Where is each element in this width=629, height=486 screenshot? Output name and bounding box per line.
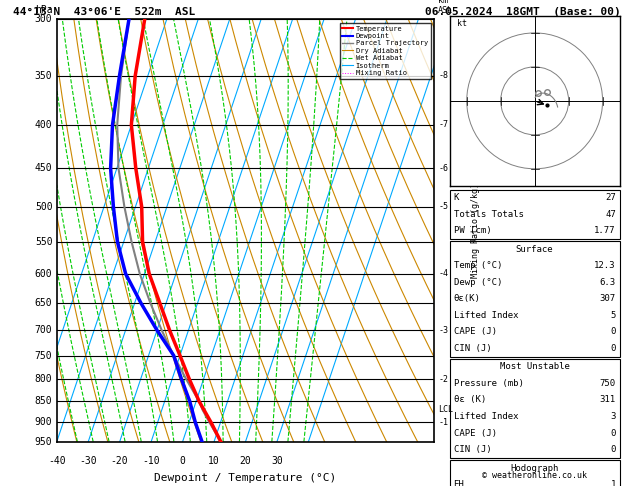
Text: 10: 10 xyxy=(208,456,220,466)
Text: 06.05.2024  18GMT  (Base: 00): 06.05.2024 18GMT (Base: 00) xyxy=(425,7,620,17)
Text: Most Unstable: Most Unstable xyxy=(499,363,570,371)
Text: 750: 750 xyxy=(35,350,52,361)
Text: 44°13'N  43°06'E  522m  ASL: 44°13'N 43°06'E 522m ASL xyxy=(13,7,195,17)
Text: Hodograph: Hodograph xyxy=(511,464,559,472)
Text: 0: 0 xyxy=(610,429,616,437)
Text: 0: 0 xyxy=(610,328,616,336)
Text: -2: -2 xyxy=(438,375,448,384)
Text: Mixing Ratio (g/kg): Mixing Ratio (g/kg) xyxy=(471,183,480,278)
Text: 311: 311 xyxy=(599,396,616,404)
Text: LCL: LCL xyxy=(438,405,453,415)
Text: 12.3: 12.3 xyxy=(594,261,616,270)
Text: θε (K): θε (K) xyxy=(454,396,486,404)
Text: 600: 600 xyxy=(35,269,52,278)
Text: 0: 0 xyxy=(179,456,186,466)
Text: PW (cm): PW (cm) xyxy=(454,226,491,235)
Text: -8: -8 xyxy=(438,71,448,81)
Text: -10: -10 xyxy=(142,456,160,466)
Text: CAPE (J): CAPE (J) xyxy=(454,429,496,437)
Text: CAPE (J): CAPE (J) xyxy=(454,328,496,336)
Text: 0: 0 xyxy=(610,344,616,353)
Text: 1.77: 1.77 xyxy=(594,226,616,235)
Text: -40: -40 xyxy=(48,456,65,466)
Text: 20: 20 xyxy=(240,456,251,466)
Text: Surface: Surface xyxy=(516,245,554,254)
Text: 5: 5 xyxy=(610,311,616,320)
Text: 700: 700 xyxy=(35,325,52,335)
Text: K: K xyxy=(454,193,459,202)
Text: 550: 550 xyxy=(35,237,52,247)
Text: -30: -30 xyxy=(79,456,97,466)
Text: 30: 30 xyxy=(271,456,282,466)
Text: 300: 300 xyxy=(35,15,52,24)
Text: -1: -1 xyxy=(438,418,448,427)
Text: -3: -3 xyxy=(438,326,448,335)
Text: Temp (°C): Temp (°C) xyxy=(454,261,502,270)
Text: © weatheronline.co.uk: © weatheronline.co.uk xyxy=(482,471,587,480)
Text: CIN (J): CIN (J) xyxy=(454,445,491,454)
Text: 27: 27 xyxy=(605,193,616,202)
Text: -7: -7 xyxy=(438,121,448,129)
Text: EH: EH xyxy=(454,480,464,486)
Text: -6: -6 xyxy=(438,164,448,173)
Text: hPa: hPa xyxy=(35,5,52,15)
Text: km
ASL: km ASL xyxy=(438,0,453,15)
Text: 350: 350 xyxy=(35,71,52,81)
Text: 450: 450 xyxy=(35,163,52,173)
Text: Totals Totals: Totals Totals xyxy=(454,210,523,219)
Text: 750: 750 xyxy=(599,379,616,388)
Text: 0: 0 xyxy=(610,445,616,454)
Text: 950: 950 xyxy=(35,437,52,447)
Text: kt: kt xyxy=(457,19,467,28)
Text: Pressure (mb): Pressure (mb) xyxy=(454,379,523,388)
Text: Dewp (°C): Dewp (°C) xyxy=(454,278,502,287)
Text: 47: 47 xyxy=(605,210,616,219)
Text: 307: 307 xyxy=(599,295,616,303)
Legend: Temperature, Dewpoint, Parcel Trajectory, Dry Adiabat, Wet Adiabat, Isotherm, Mi: Temperature, Dewpoint, Parcel Trajectory… xyxy=(340,23,430,79)
Text: 800: 800 xyxy=(35,374,52,384)
Text: 500: 500 xyxy=(35,202,52,212)
Text: 850: 850 xyxy=(35,397,52,406)
Text: CIN (J): CIN (J) xyxy=(454,344,491,353)
Text: 1: 1 xyxy=(610,480,616,486)
Text: θε(K): θε(K) xyxy=(454,295,481,303)
Text: 650: 650 xyxy=(35,298,52,308)
Text: -4: -4 xyxy=(438,269,448,278)
Text: Dewpoint / Temperature (°C): Dewpoint / Temperature (°C) xyxy=(154,473,337,483)
Text: 900: 900 xyxy=(35,417,52,427)
Text: Lifted Index: Lifted Index xyxy=(454,412,518,421)
Text: 400: 400 xyxy=(35,120,52,130)
Text: -20: -20 xyxy=(111,456,128,466)
Text: -5: -5 xyxy=(438,202,448,211)
Text: Lifted Index: Lifted Index xyxy=(454,311,518,320)
Text: 3: 3 xyxy=(610,412,616,421)
Text: 6.3: 6.3 xyxy=(599,278,616,287)
